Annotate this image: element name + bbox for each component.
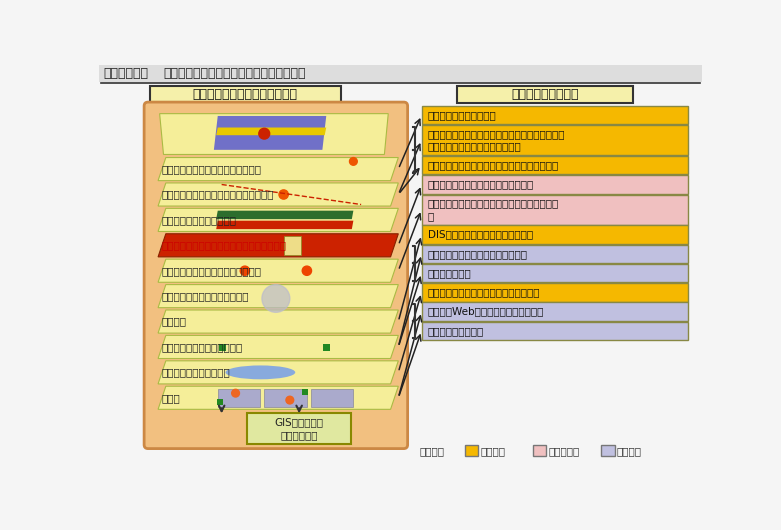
Polygon shape	[158, 234, 398, 257]
Text: 固定・携帯電話の通信状況を入力可能: 固定・携帯電話の通信状況を入力可能	[428, 180, 534, 190]
Text: 自動受信: 自動受信	[480, 446, 505, 456]
Polygon shape	[158, 157, 398, 181]
Text: （凡例）: （凡例）	[419, 446, 444, 456]
Circle shape	[259, 128, 269, 139]
FancyBboxPatch shape	[422, 225, 688, 244]
Text: 拠点位置（病院，避難所等）: 拠点位置（病院，避難所等）	[161, 342, 242, 352]
FancyBboxPatch shape	[149, 86, 341, 103]
Text: 現在共有可能な情報: 現在共有可能な情報	[511, 88, 579, 101]
FancyBboxPatch shape	[422, 195, 688, 225]
FancyBboxPatch shape	[302, 390, 308, 395]
Text: 図２－２－９: 図２－２－９	[104, 67, 149, 80]
FancyBboxPatch shape	[144, 102, 408, 448]
Ellipse shape	[226, 366, 295, 379]
FancyBboxPatch shape	[264, 388, 307, 407]
Circle shape	[302, 266, 312, 276]
Polygon shape	[158, 183, 398, 206]
Polygon shape	[158, 285, 398, 308]
Circle shape	[232, 390, 240, 397]
FancyBboxPatch shape	[465, 445, 478, 456]
Text: DISの推計震度分布を自動的に受信: DISの推計震度分布を自動的に受信	[428, 229, 533, 240]
Text: GISにより総合
化された情報: GISにより総合 化された情報	[275, 417, 323, 440]
Text: 河川・湖沼・海洋の情報: 河川・湖沼・海洋の情報	[161, 367, 230, 377]
Polygon shape	[158, 259, 398, 282]
FancyBboxPatch shape	[422, 156, 688, 174]
FancyBboxPatch shape	[218, 388, 260, 407]
Text: 交通状況（道路，鉄道等）: 交通状況（道路，鉄道等）	[161, 215, 236, 225]
FancyBboxPatch shape	[248, 413, 351, 444]
Text: 東京電力，関西電力，中国電力，四国電力，九州
電力から停電情報を自動的に受信: 東京電力，関西電力，中国電力，四国電力，九州 電力から停電情報を自動的に受信	[428, 129, 565, 152]
FancyBboxPatch shape	[422, 283, 688, 302]
Text: 部隊配置状況（警察，消防，自衛隊等）: 部隊配置状況（警察，消防，自衛隊等）	[161, 190, 273, 199]
FancyBboxPatch shape	[422, 106, 688, 125]
Text: 地形図: 地形図	[161, 393, 180, 403]
Polygon shape	[158, 361, 398, 384]
FancyBboxPatch shape	[533, 445, 547, 456]
FancyBboxPatch shape	[601, 445, 615, 456]
Text: 被災状況（建築物被害，人的被害）: 被災状況（建築物被害，人的被害）	[161, 266, 261, 276]
Polygon shape	[216, 128, 326, 135]
Polygon shape	[216, 220, 353, 229]
Circle shape	[279, 190, 288, 199]
FancyBboxPatch shape	[422, 125, 688, 155]
Circle shape	[241, 266, 249, 276]
FancyBboxPatch shape	[99, 65, 702, 82]
Text: 病院，避難所，学校等の位置を搭載: 病院，避難所，学校等の位置を搭載	[428, 249, 528, 259]
FancyBboxPatch shape	[284, 236, 301, 254]
FancyBboxPatch shape	[217, 399, 223, 405]
Text: 震度分布: 震度分布	[161, 316, 186, 326]
Text: 電子国土Webシステム背景地図を搭載: 電子国土Webシステム背景地図を搭載	[428, 306, 544, 316]
Text: 人工衛星画像を搭載: 人工衛星画像を搭載	[428, 326, 484, 336]
Text: 気象状況（雨量，注意報，警報等）: 気象状況（雨量，注意報，警報等）	[161, 164, 261, 174]
FancyBboxPatch shape	[457, 86, 633, 103]
Polygon shape	[158, 335, 398, 358]
Text: 発災状況（火災，地すべり等）: 発災状況（火災，地すべり等）	[161, 291, 248, 301]
FancyBboxPatch shape	[422, 264, 688, 282]
Text: 防災情報共有プラットフォームの整備状況: 防災情報共有プラットフォームの整備状況	[163, 67, 306, 80]
Circle shape	[286, 396, 294, 404]
Text: 防災情報共有プラットフォーム: 防災情報共有プラットフォーム	[192, 88, 298, 101]
Text: 警察庁，消防庁で把握した被害情報等を入力可
能: 警察庁，消防庁で把握した被害情報等を入力可 能	[428, 198, 559, 220]
FancyBboxPatch shape	[422, 175, 688, 194]
Text: ライフライン等状況（電力，ガス，水道等）: ライフライン等状況（電力，ガス，水道等）	[161, 240, 286, 250]
Text: 東京ガスからガス供給停止情報を自動的に受信: 東京ガスからガス供給停止情報を自動的に受信	[428, 160, 559, 170]
FancyBboxPatch shape	[422, 322, 688, 340]
Text: 災害時入力: 災害時入力	[549, 446, 580, 456]
Polygon shape	[158, 386, 398, 409]
FancyBboxPatch shape	[311, 388, 353, 407]
Polygon shape	[214, 116, 326, 150]
Text: 具体計画を搭載: 具体計画を搭載	[428, 268, 472, 278]
FancyBboxPatch shape	[323, 344, 330, 351]
Text: 事前入力: 事前入力	[617, 446, 642, 456]
Polygon shape	[158, 208, 398, 232]
Polygon shape	[158, 310, 398, 333]
Polygon shape	[216, 210, 353, 219]
Text: 国土交通省から河川情報を自動的に受信: 国土交通省から河川情報を自動的に受信	[428, 287, 540, 297]
FancyBboxPatch shape	[422, 244, 688, 263]
Text: 気象庁から自動的に受信: 気象庁から自動的に受信	[428, 110, 497, 120]
Circle shape	[350, 157, 357, 165]
Circle shape	[262, 285, 290, 312]
Polygon shape	[159, 113, 388, 154]
FancyBboxPatch shape	[422, 302, 688, 321]
FancyBboxPatch shape	[219, 344, 226, 351]
